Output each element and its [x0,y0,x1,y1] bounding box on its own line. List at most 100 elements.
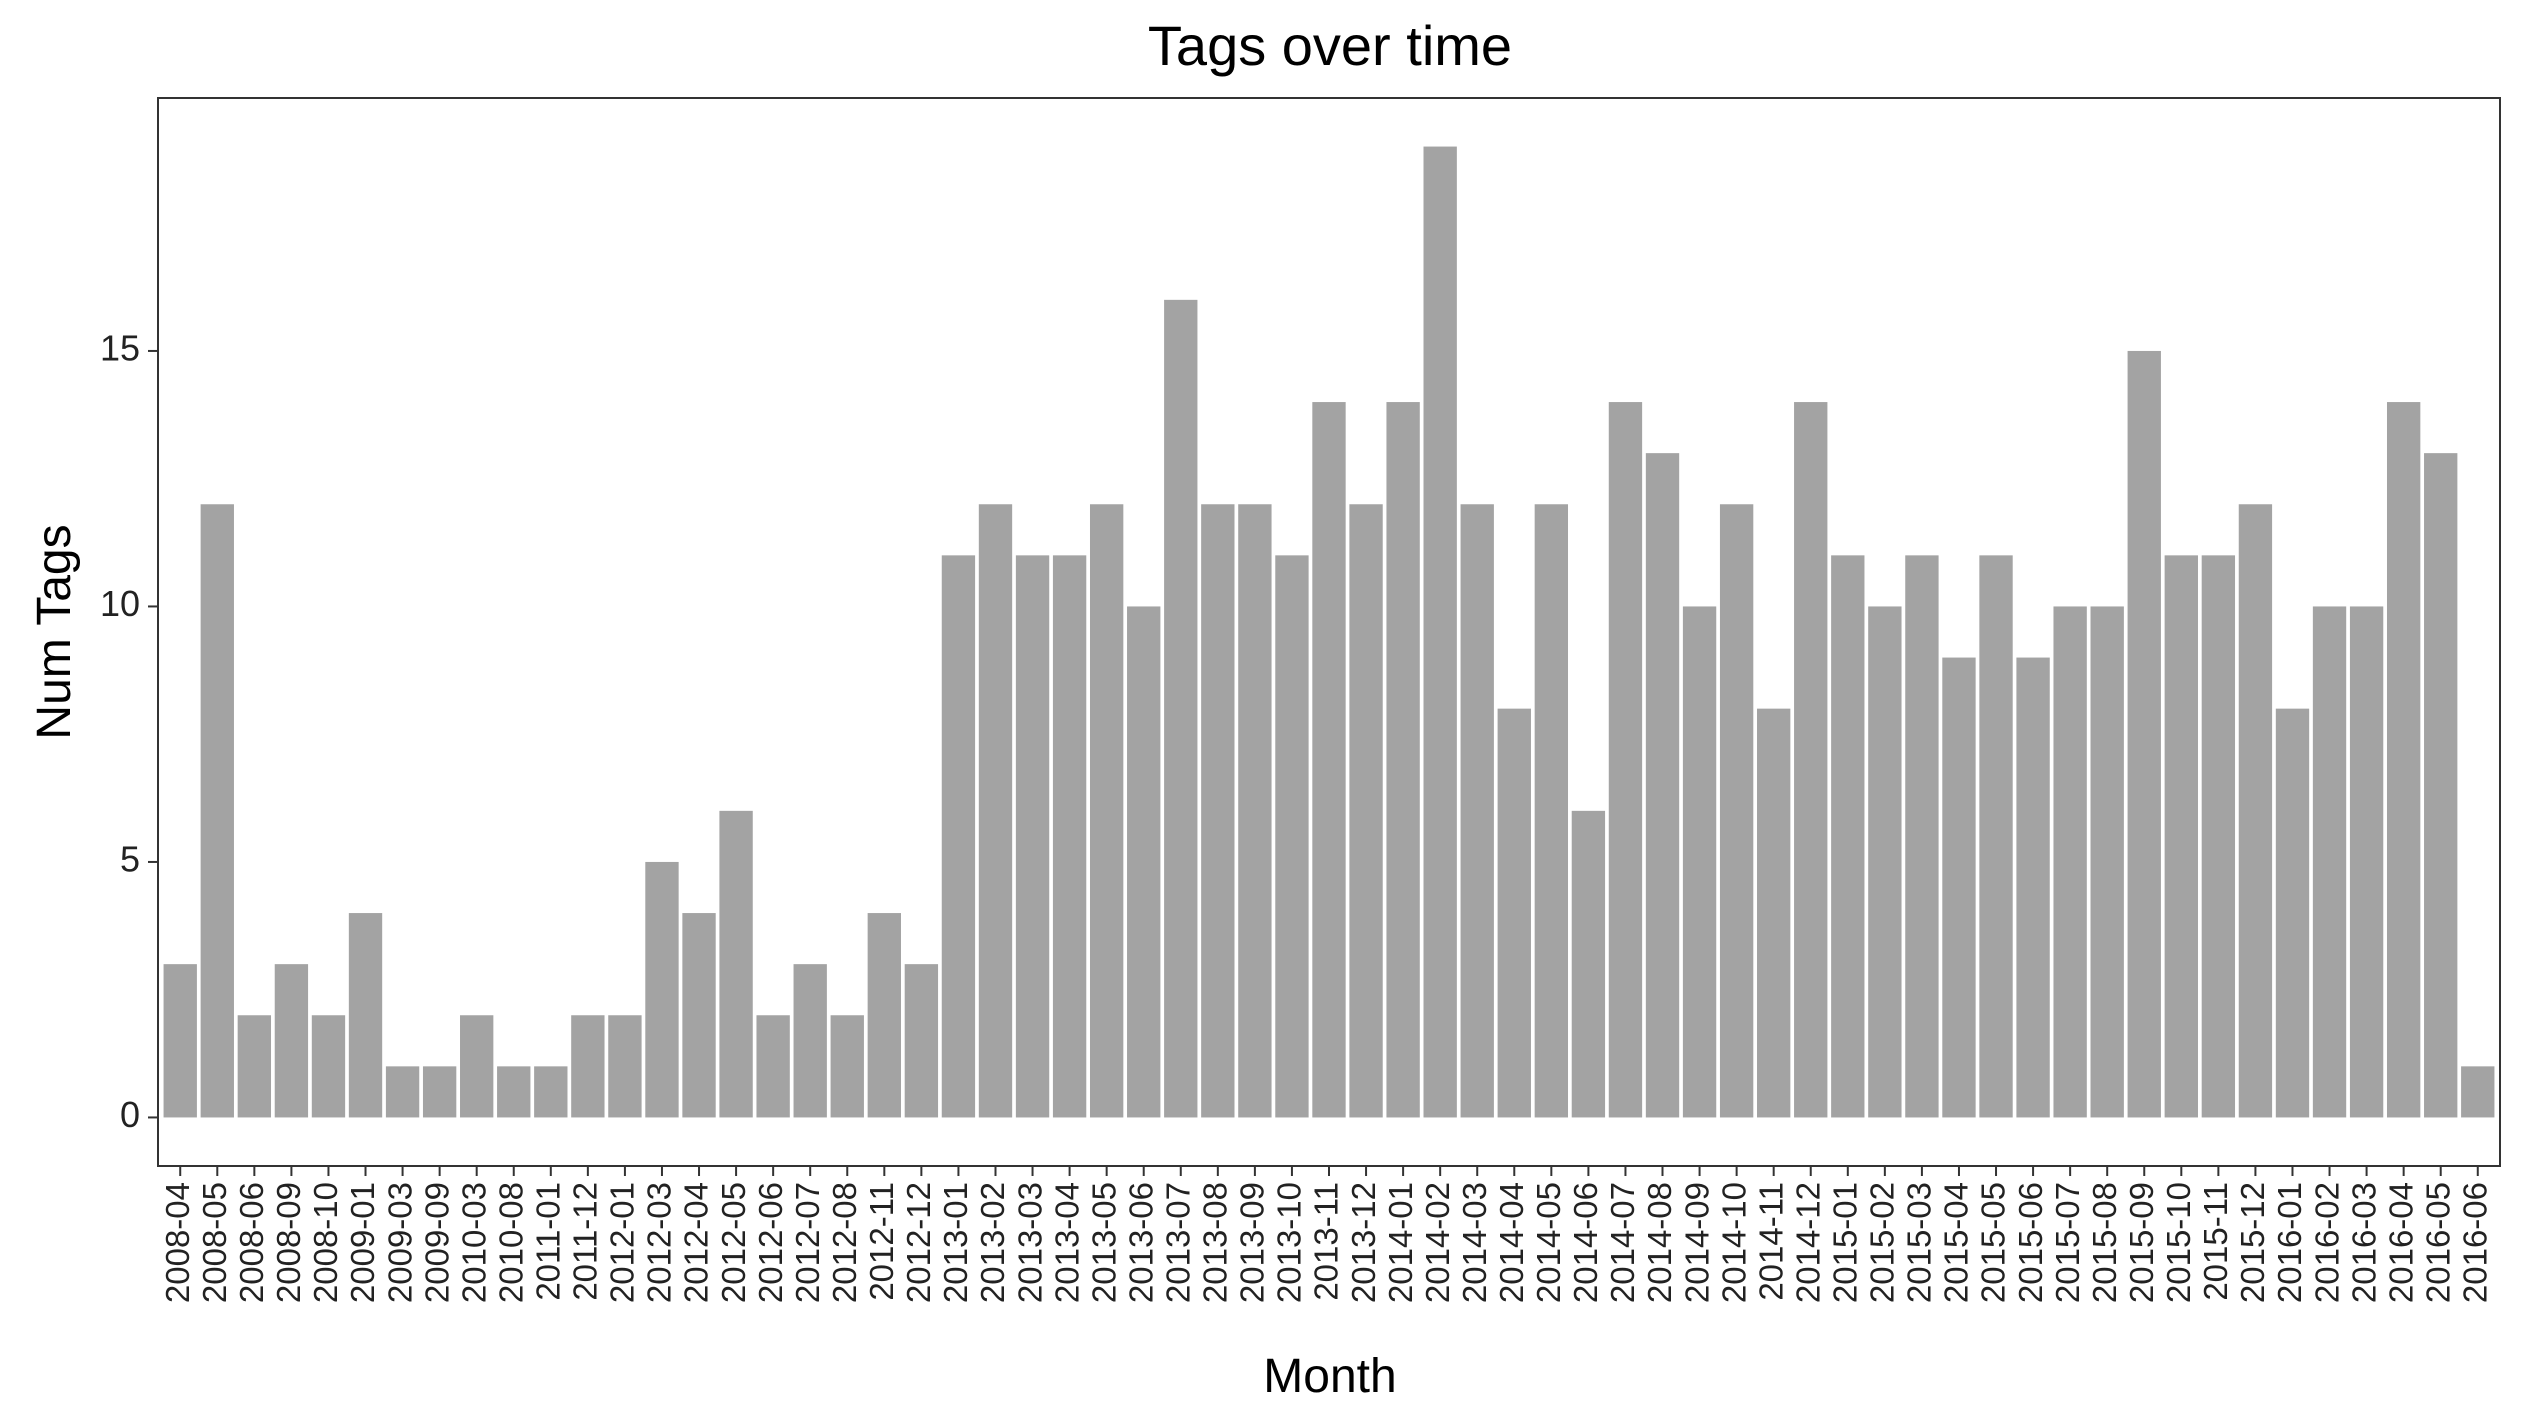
x-tick-label: 2013-08 [1197,1182,1234,1303]
y-axis-title: Num Tags [28,524,81,739]
bar-2013-03 [1015,555,1050,1118]
x-tick-label: 2008-10 [307,1182,344,1303]
x-tick-label: 2013-02 [974,1182,1011,1303]
x-axis-title: Month [1263,1350,1396,1403]
bar-2014-07 [1608,402,1643,1118]
bar-2010-08 [497,1066,531,1118]
bar-2008-06 [237,1015,272,1118]
x-tick-label: 2011-01 [530,1182,567,1301]
x-tick-label: 2014-06 [1567,1182,1604,1303]
x-tick-label: 2009-01 [344,1182,381,1303]
bar-2014-11 [1757,708,1791,1118]
bar-2012-03 [645,861,679,1118]
x-tick-label: 2012-05 [715,1182,752,1303]
bar-2009-09 [422,1066,457,1118]
y-tick-label: 0 [120,1094,140,1135]
bar-2014-12 [1794,402,1828,1118]
bar-2016-04 [2386,402,2421,1118]
x-axis: 2008-04 2008-05 2008-06 2008-09 2008-10 2009-… [159,1166,2493,1303]
y-tick-label: 5 [120,838,140,879]
x-tick-label: 2008-09 [270,1182,307,1303]
x-tick-label: 2014-11 [1752,1182,1789,1301]
bar-2012-08 [830,1015,864,1118]
bar-2014-10 [1719,504,1754,1118]
x-tick-label: 2012-04 [678,1182,715,1303]
bar-2014-09 [1682,606,1717,1118]
x-tick-label: 2012-11 [863,1182,900,1301]
x-tick-label: 2013-03 [1011,1182,1048,1303]
x-tick-label: 2014-03 [1456,1182,1493,1303]
x-tick-label: 2013-01 [937,1182,974,1303]
x-tick-label: 2014-08 [1641,1182,1678,1303]
bar-2014-06 [1571,810,1606,1118]
bar-2015-08 [2090,606,2124,1118]
y-axis: 0 5 10 15 [100,327,158,1135]
bar-2013-11 [1312,402,1346,1118]
x-tick-label: 2015-01 [1827,1182,1864,1303]
bar-2013-07 [1164,299,1198,1118]
x-tick-label: 2012-07 [789,1182,826,1303]
bar-2012-07 [793,964,827,1118]
x-tick-label: 2012-08 [826,1182,863,1303]
bar-2013-06 [1127,606,1161,1118]
y-tick-label: 10 [100,583,140,624]
x-tick-label: 2014-12 [1789,1182,1826,1303]
x-tick-label: 2016-01 [2271,1182,2308,1303]
bar-2012-06 [756,1015,790,1118]
bar-2015-07 [2053,606,2087,1118]
bar-2013-10 [1275,555,1309,1118]
x-tick-label: 2008-04 [159,1182,196,1303]
x-tick-label: 2016-03 [2345,1182,2382,1303]
bar-2009-03 [385,1066,420,1118]
bar-2015-03 [1905,555,1939,1118]
bar-2010-03 [460,1015,494,1118]
x-tick-label: 2014-10 [1715,1182,1752,1303]
bar-2015-10 [2164,555,2198,1118]
bar-2012-04 [682,913,716,1118]
x-tick-label: 2013-10 [1271,1182,1308,1303]
x-tick-label: 2015-09 [2123,1182,2160,1303]
bar-2015-02 [1868,606,1902,1118]
bar-2013-02 [978,504,1013,1118]
x-tick-label: 2011-12 [567,1182,604,1301]
bar-2013-04 [1052,555,1087,1118]
bar-2014-05 [1534,504,1569,1118]
bar-2012-11 [867,913,901,1118]
bar-2012-05 [719,810,753,1118]
bar-2012-12 [904,964,939,1118]
bar-2016-05 [2424,453,2458,1118]
bar-2016-01 [2275,708,2310,1118]
x-tick-label: 2013-12 [1345,1182,1382,1303]
bar-2014-03 [1460,504,1494,1118]
x-tick-label: 2016-02 [2308,1182,2345,1303]
x-tick-label: 2014-05 [1530,1182,1567,1303]
bar-2008-04 [163,964,197,1118]
bar-2013-09 [1238,504,1272,1118]
bar-2011-01 [534,1066,568,1118]
bar-2015-05 [1979,555,2013,1118]
bar-2014-01 [1386,402,1420,1118]
bar-2014-04 [1497,708,1531,1118]
bar-2008-05 [200,504,234,1118]
x-tick-label: 2013-11 [1308,1182,1345,1301]
x-tick-label: 2013-07 [1159,1182,1196,1303]
x-tick-label: 2015-07 [2049,1182,2086,1303]
x-tick-label: 2013-05 [1085,1182,1122,1303]
y-tick-label: 15 [100,327,140,368]
x-tick-label: 2015-11 [2197,1182,2234,1301]
x-tick-label: 2016-06 [2456,1182,2493,1303]
bar-2015-11 [2201,555,2236,1118]
x-tick-label: 2010-03 [455,1182,492,1303]
x-tick-label: 2015-03 [1901,1182,1938,1303]
bar-2015-09 [2127,350,2161,1118]
x-tick-label: 2014-02 [1419,1182,1456,1303]
x-tick-label: 2014-01 [1382,1182,1419,1303]
bar-2015-01 [1831,555,1865,1118]
bar-2008-10 [311,1015,346,1118]
x-tick-label: 2015-04 [1938,1182,1975,1303]
bar-2016-03 [2349,606,2384,1118]
x-tick-label: 2015-08 [2086,1182,2123,1303]
x-tick-label: 2016-04 [2382,1182,2419,1303]
x-tick-label: 2014-07 [1604,1182,1641,1303]
